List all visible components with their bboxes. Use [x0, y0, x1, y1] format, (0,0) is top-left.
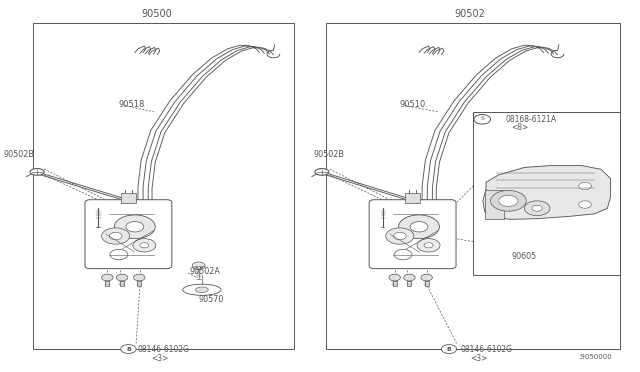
- Circle shape: [386, 228, 414, 244]
- Circle shape: [410, 222, 428, 232]
- Bar: [121, 193, 136, 203]
- Circle shape: [404, 274, 415, 281]
- Bar: [473, 112, 620, 275]
- Ellipse shape: [315, 169, 329, 175]
- Circle shape: [126, 222, 144, 232]
- Bar: [138, 281, 141, 286]
- Circle shape: [579, 201, 591, 208]
- Circle shape: [109, 232, 122, 240]
- Circle shape: [399, 215, 440, 238]
- Text: 90502B: 90502B: [4, 150, 35, 159]
- Bar: [33, 23, 294, 349]
- Ellipse shape: [195, 287, 208, 292]
- Circle shape: [524, 201, 550, 216]
- Circle shape: [474, 115, 490, 124]
- Bar: [425, 281, 429, 286]
- Bar: [326, 23, 620, 349]
- Bar: [393, 281, 397, 286]
- Text: 08168-6121A: 08168-6121A: [505, 115, 556, 124]
- FancyBboxPatch shape: [85, 200, 172, 269]
- Text: :9050000: :9050000: [579, 354, 612, 360]
- Text: 90500: 90500: [142, 9, 173, 19]
- Ellipse shape: [182, 284, 221, 295]
- Circle shape: [442, 344, 457, 353]
- Text: <3>: <3>: [151, 354, 168, 363]
- Bar: [106, 281, 109, 286]
- Text: S: S: [480, 116, 484, 121]
- Circle shape: [140, 243, 149, 248]
- Text: 90502A: 90502A: [189, 267, 220, 276]
- Circle shape: [499, 195, 518, 206]
- Text: 90518: 90518: [119, 100, 145, 109]
- Circle shape: [394, 249, 412, 260]
- Text: <8>: <8>: [511, 123, 529, 132]
- Circle shape: [532, 205, 542, 211]
- Circle shape: [102, 274, 113, 281]
- Text: 08146-6102G: 08146-6102G: [138, 345, 190, 354]
- Circle shape: [102, 228, 130, 244]
- Circle shape: [192, 262, 205, 269]
- Bar: [484, 190, 504, 219]
- Circle shape: [490, 190, 526, 211]
- Circle shape: [121, 344, 136, 353]
- Circle shape: [394, 232, 406, 240]
- Text: 90510: 90510: [400, 100, 426, 109]
- Text: B: B: [126, 347, 131, 352]
- Circle shape: [579, 182, 591, 190]
- Circle shape: [389, 274, 401, 281]
- Circle shape: [110, 249, 128, 260]
- Text: 90502: 90502: [454, 9, 486, 19]
- Text: B: B: [447, 347, 451, 352]
- Circle shape: [417, 238, 440, 252]
- Polygon shape: [483, 166, 611, 219]
- Bar: [405, 193, 420, 203]
- Bar: [120, 281, 124, 286]
- Circle shape: [115, 215, 156, 238]
- Circle shape: [134, 274, 145, 281]
- Text: 90570: 90570: [198, 295, 224, 304]
- Circle shape: [116, 274, 128, 281]
- Ellipse shape: [30, 169, 44, 175]
- Circle shape: [421, 274, 433, 281]
- Circle shape: [424, 243, 433, 248]
- Circle shape: [133, 238, 156, 252]
- Bar: [408, 281, 412, 286]
- Text: <3>: <3>: [470, 354, 488, 363]
- Text: 90605: 90605: [511, 252, 537, 261]
- Text: 08146-6102G: 08146-6102G: [461, 345, 513, 354]
- FancyBboxPatch shape: [369, 200, 456, 269]
- Text: 90502B: 90502B: [314, 150, 344, 159]
